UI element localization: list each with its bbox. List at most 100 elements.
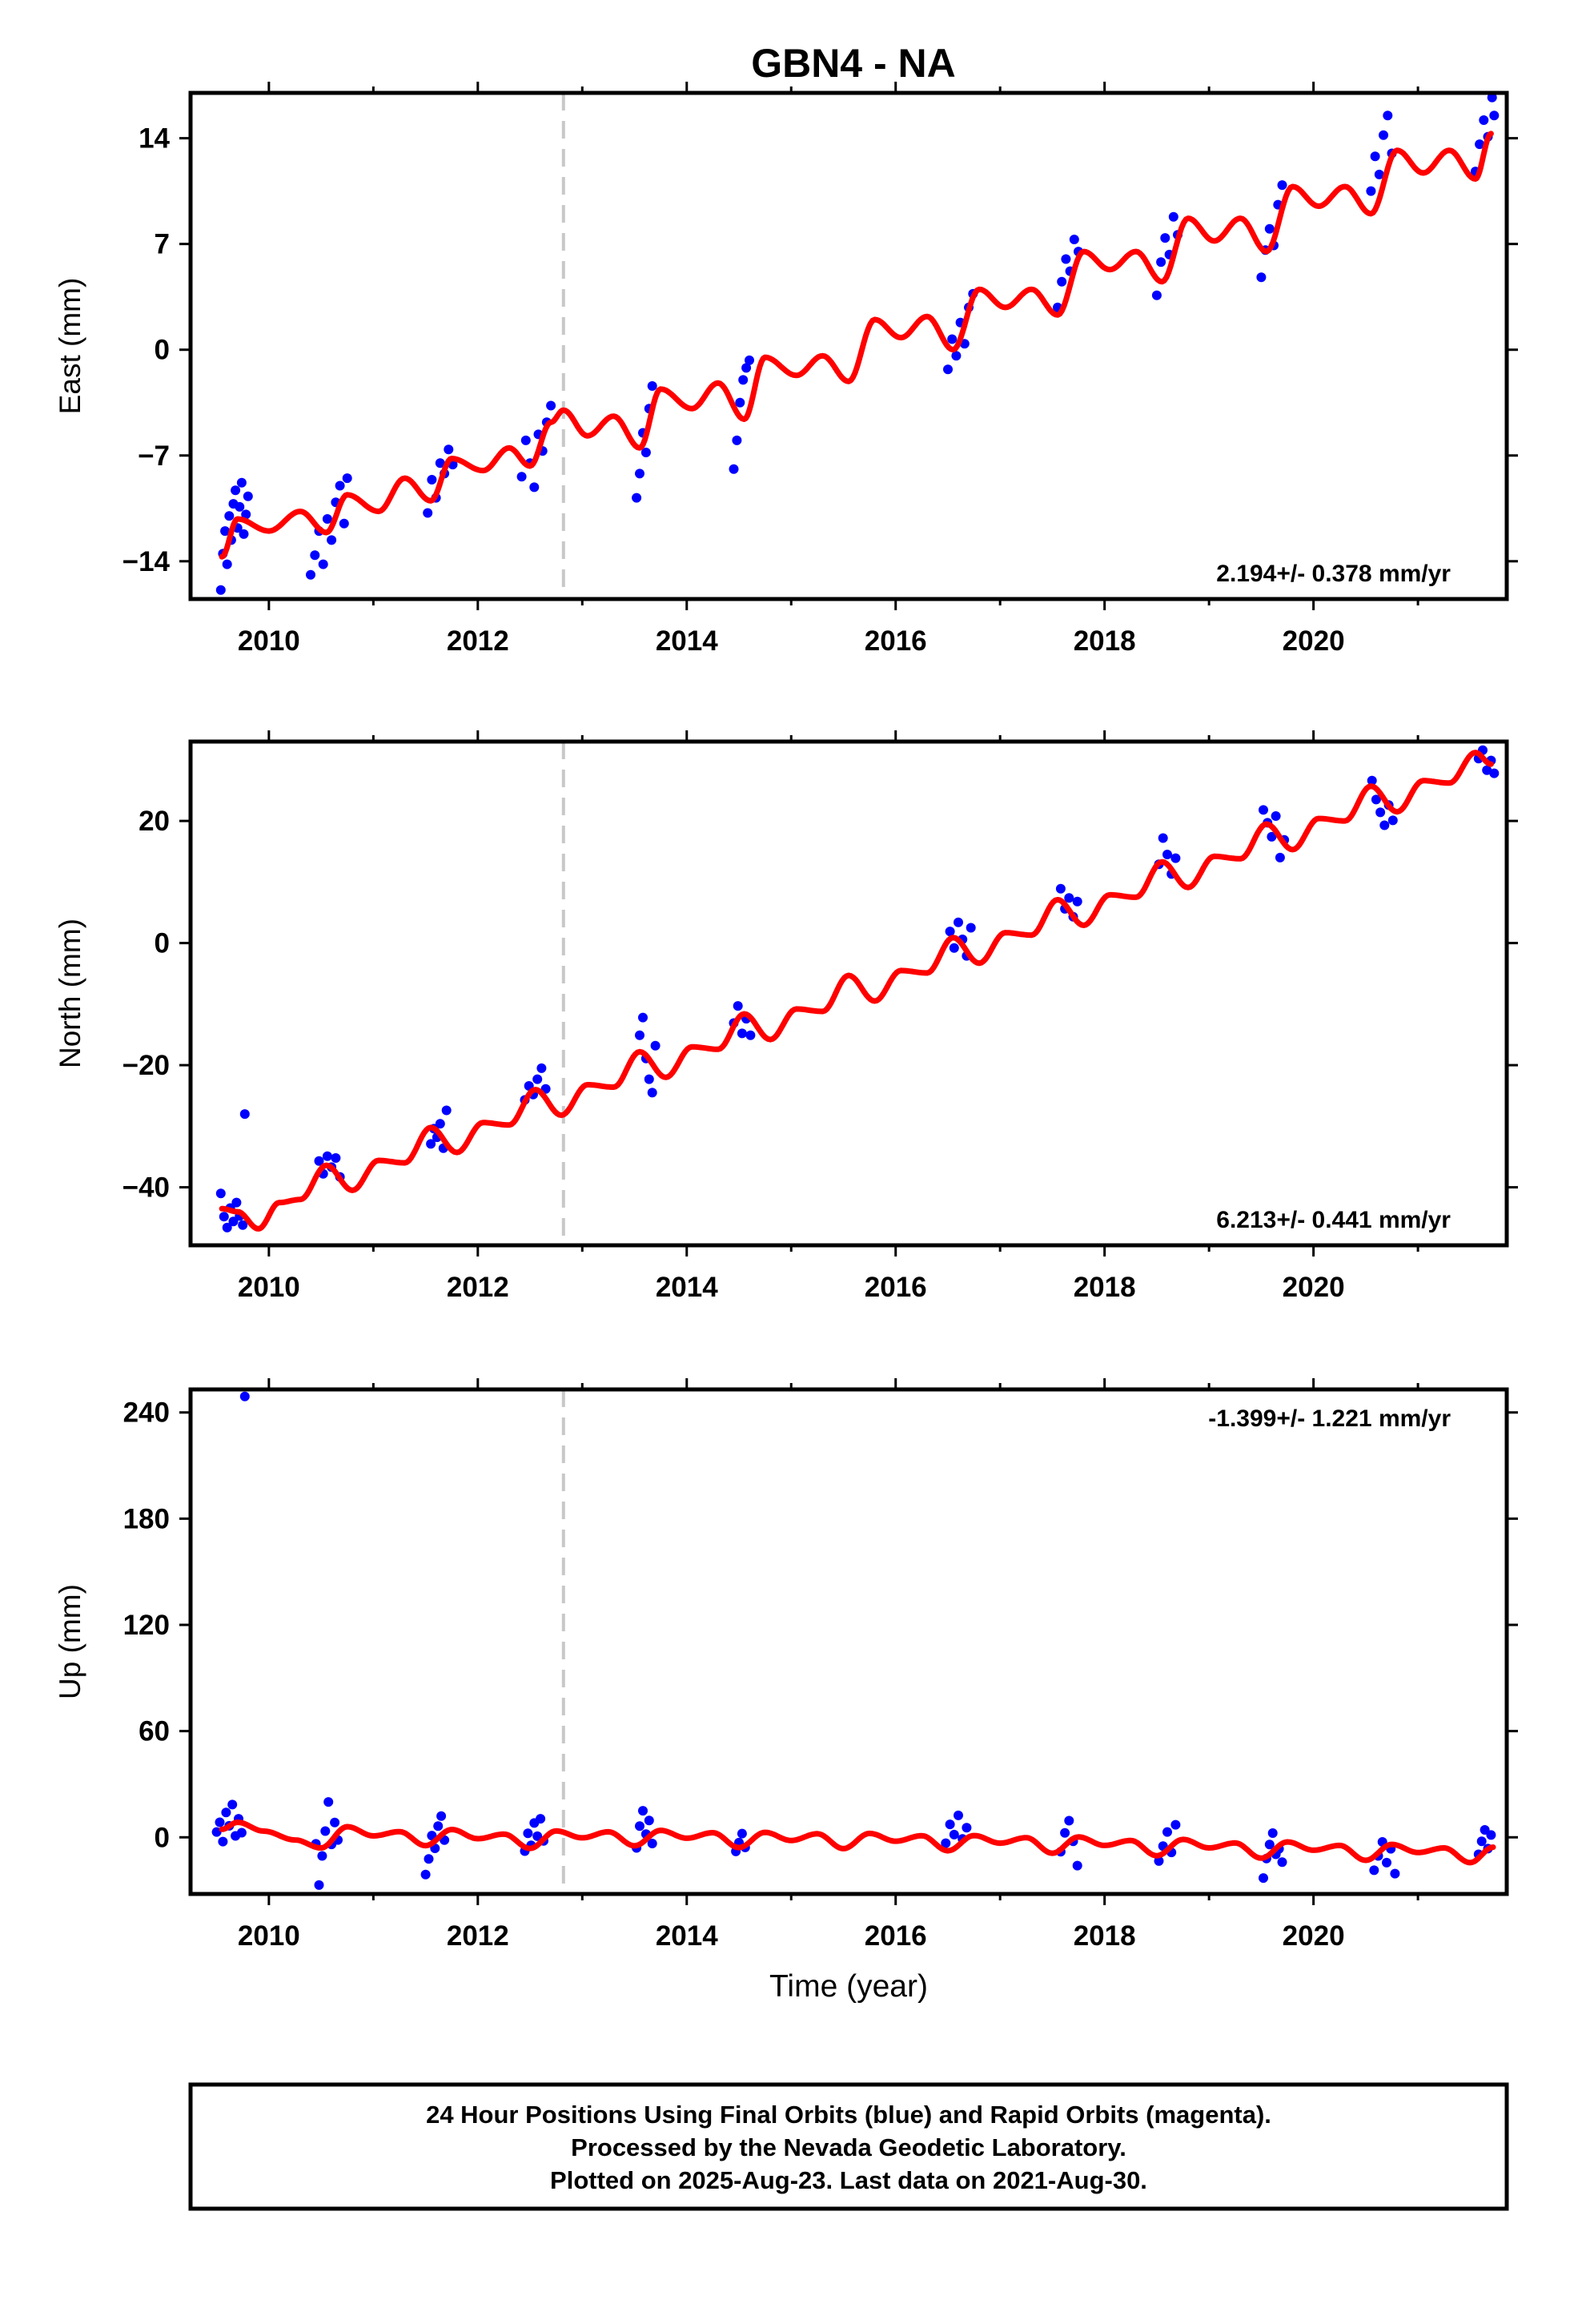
data-point [435,458,445,468]
data-point [638,1012,648,1023]
y-tick-label: 60 [139,1716,170,1747]
y-axis-label: North (mm) [54,919,86,1068]
y-axis-label: East (mm) [54,278,86,415]
data-point [737,1828,747,1839]
data-point [1170,853,1181,863]
x-tick-label: 2010 [238,625,300,657]
data-point [1390,1868,1400,1879]
data-point [966,923,976,933]
data-point [219,1212,229,1222]
y-tick-label: 0 [155,1822,170,1853]
data-point [1256,272,1267,283]
y-tick-label: 120 [123,1610,170,1641]
x-tick-label: 2018 [1074,625,1136,657]
data-point [1489,768,1500,778]
data-point [943,364,953,375]
data-point [320,1826,331,1836]
data-point [1369,1865,1379,1876]
data-point [335,480,345,491]
data-point [647,1839,657,1848]
data-point [231,485,241,496]
data-point [215,1817,225,1827]
data-point [1371,794,1381,805]
data-point [1277,180,1287,191]
data-point [239,1391,250,1401]
x-tick-label: 2012 [447,1920,509,1952]
data-point [241,509,251,520]
data-point [317,1851,327,1861]
data-point [635,468,644,479]
data-point [1162,850,1172,859]
data-point [516,472,527,482]
panels: −14 −7 0 7 14 2010 2012 2014 2016 2018 2020 East (m… [54,82,1518,2004]
data-point [1057,276,1067,287]
data-point [436,1811,447,1821]
data-point [228,1216,239,1227]
data-point [733,1001,743,1011]
y-tick-label: −7 [138,440,170,472]
data-point [1379,820,1390,830]
data-point [231,1197,242,1208]
data-point [745,1030,756,1040]
x-tick-label: 2020 [1283,1920,1345,1952]
figure-title: GBN4 - NA [751,41,956,86]
y-tick-label: 14 [139,123,170,155]
data-point [1486,1830,1496,1840]
data-point [1366,186,1376,196]
data-point [220,526,231,537]
data-point [1170,1819,1181,1830]
velocity-annotation: -1.399+/- 1.221 mm/yr [1208,1405,1451,1432]
data-point [536,1814,546,1824]
data-point [1370,151,1380,162]
data-point [644,1815,654,1826]
data-point [427,475,437,485]
data-point [236,1827,247,1838]
footer-line-3: Plotted on 2025-Aug-23. Last data on 202… [550,2166,1147,2194]
x-tick-label: 2012 [447,625,509,657]
plot-frame [188,739,1509,1248]
data-point [523,1828,533,1839]
data-point [420,1869,431,1880]
data-point [1482,765,1492,775]
data-point [532,1074,543,1084]
x-tick-label: 2012 [447,1272,509,1303]
y-tick-label: 0 [155,928,170,959]
data-point [435,1119,445,1129]
data-point [211,1827,222,1837]
data-point [314,1880,324,1890]
data-point [954,917,963,927]
data-point [529,482,540,493]
data-point [640,448,651,457]
data-point [635,1821,644,1831]
data-point [322,514,332,524]
velocity-annotation: 6.213+/- 0.441 mm/yr [1216,1207,1451,1233]
panel-north: −40 −20 0 20 2010 2012 2014 2016 2018 2020 North (… [54,730,1518,1303]
data-point [1064,1815,1074,1826]
data-point [238,1220,248,1230]
data-point [638,1806,648,1816]
data-point [1489,111,1500,121]
data-point [424,1854,434,1864]
data-point [1476,1836,1487,1847]
footer-frame [188,2082,1509,2211]
x-tick-label: 2016 [865,625,927,657]
data-point [218,1836,228,1847]
data-point [1271,811,1281,821]
y-tick-label: 180 [123,1503,170,1534]
data-point [1259,1873,1268,1884]
y-tick-label: −20 [122,1050,170,1081]
data-point [243,491,253,501]
data-point [306,569,315,580]
data-point [433,1821,444,1831]
data-point [215,1188,226,1199]
data-point [1383,111,1393,121]
data-point [215,585,226,595]
data-point [1064,893,1074,903]
data-point [1277,1857,1287,1868]
data-point [962,1823,972,1833]
y-tick-label: −40 [122,1172,170,1204]
data-point [1060,1827,1070,1838]
data-point [1374,169,1384,179]
